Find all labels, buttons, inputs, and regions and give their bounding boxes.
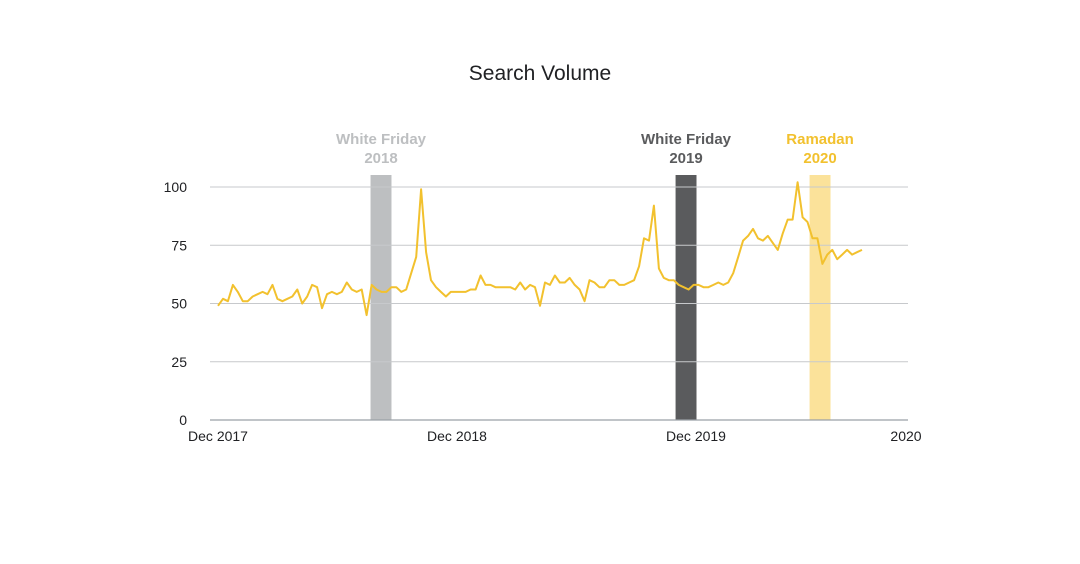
series-line: [217, 181, 863, 317]
x-tick-label-1: Dec 2018: [427, 428, 487, 444]
highlight-band-0: [370, 175, 392, 420]
annotation-year-1: 2019: [669, 150, 702, 167]
annotation-title-2: Ramadan: [786, 131, 854, 148]
annotation-year-0: 2018: [364, 150, 397, 167]
y-tick-label-0: 0: [179, 412, 187, 428]
x-tick-label-0: Dec 2017: [188, 428, 248, 444]
annotation-year-2: 2020: [803, 150, 836, 167]
x-tick-label-3: 2020: [890, 428, 921, 444]
highlight-band-2: [809, 175, 831, 420]
highlight-band-1: [675, 175, 697, 420]
y-tick-label-75: 75: [171, 237, 187, 253]
annotation-title-0: White Friday: [336, 131, 427, 148]
y-tick-label-50: 50: [171, 296, 187, 312]
y-tick-label-25: 25: [171, 354, 187, 370]
y-tick-label-100: 100: [164, 179, 188, 195]
chart-title: Search Volume: [469, 62, 611, 85]
annotation-title-1: White Friday: [641, 131, 732, 148]
x-tick-label-2: Dec 2019: [666, 428, 726, 444]
